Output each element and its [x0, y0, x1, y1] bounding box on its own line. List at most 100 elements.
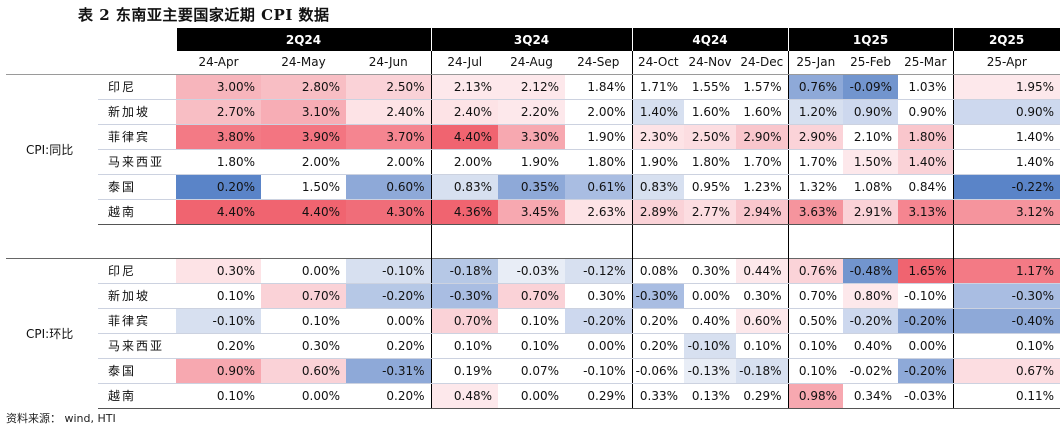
table-row: 马来西亚 0.20% 0.30% 0.20% 0.10% 0.10% 0.00% 0.20% -… [6, 333, 1061, 359]
value-cell: 0.10% [788, 358, 844, 384]
value-cell: 0.40% [684, 308, 737, 334]
value-cell: 3.90% [261, 124, 346, 150]
cpi-table: 2Q24 3Q24 4Q24 1Q25 2Q25 24-Apr 24-May 24-… [6, 28, 1061, 409]
value-cell: 2.13% [431, 73, 499, 100]
value-cell: 0.35% [498, 174, 566, 200]
value-cell: 0.60% [736, 308, 789, 334]
value-cell: 0.29% [736, 383, 789, 409]
blank-cell [565, 224, 633, 258]
month-header: 24-Dec [736, 51, 789, 75]
value-cell: 0.61% [565, 174, 633, 200]
blank-cell [898, 224, 954, 258]
blank-cell [98, 224, 176, 258]
value-cell: 1.32% [788, 174, 844, 200]
value-cell: -0.20% [898, 358, 954, 384]
value-cell: 2.80% [261, 73, 346, 100]
value-cell: 1.08% [843, 174, 899, 200]
blank-cell [788, 224, 843, 258]
value-cell: 0.10% [498, 308, 566, 334]
value-cell: 2.00% [565, 99, 633, 125]
table-row: 新加坡 0.10% 0.70% -0.20% -0.30% 0.70% 0.30% -0.30… [6, 283, 1061, 309]
value-cell: -0.18% [736, 358, 789, 384]
value-cell: 2.77% [684, 199, 737, 225]
value-cell: 0.30% [736, 283, 789, 309]
value-cell: 3.00% [176, 73, 261, 100]
value-cell: 2.40% [346, 99, 432, 125]
value-cell: 0.00% [498, 383, 566, 409]
value-cell: 1.70% [736, 149, 789, 175]
value-cell: 2.10% [843, 124, 899, 150]
value-cell: 0.98% [788, 383, 844, 409]
value-cell: 0.10% [261, 308, 346, 334]
value-cell: 1.23% [736, 174, 789, 200]
value-cell: 1.55% [684, 73, 737, 100]
country-name: 新加坡 [98, 283, 176, 309]
value-cell: 3.30% [498, 124, 566, 150]
value-cell: 0.10% [176, 283, 261, 309]
country-name: 泰国 [98, 174, 176, 200]
month-header: 24-Sep [565, 51, 633, 75]
value-cell: 0.60% [261, 358, 346, 384]
value-cell: 0.90% [953, 99, 1061, 125]
quarter-header-row: 2Q24 3Q24 4Q24 1Q25 2Q25 [6, 28, 1061, 51]
table-row: 菲律宾 3.80% 3.90% 3.70% 4.40% 3.30% 1.90% 2.30% 2.… [6, 124, 1061, 150]
month-header: 24-Jul [431, 51, 499, 75]
value-cell: -0.10% [346, 257, 432, 284]
value-cell: 1.90% [565, 124, 633, 150]
value-cell: 2.89% [632, 199, 685, 225]
value-cell: 2.90% [736, 124, 789, 150]
value-cell: 0.90% [176, 358, 261, 384]
blank-cell [843, 224, 898, 258]
value-cell: 1.80% [898, 124, 954, 150]
value-cell: 3.63% [788, 199, 844, 225]
value-cell: 0.83% [632, 174, 685, 200]
country-name: 菲律宾 [98, 124, 176, 150]
value-cell: 0.40% [843, 333, 899, 359]
value-cell: 0.00% [261, 383, 346, 409]
value-cell: 2.40% [431, 99, 499, 125]
value-cell: 0.90% [843, 99, 899, 125]
value-cell: 0.20% [346, 333, 432, 359]
country-name: 越南 [98, 383, 176, 409]
value-cell: -0.18% [431, 257, 499, 284]
table-row: CPI:同比 印尼 3.00% 2.80% 2.50% 2.13% 2.12% 1.84% 1.… [6, 73, 1061, 224]
value-cell: 2.90% [788, 124, 844, 150]
value-cell: 2.00% [431, 149, 499, 175]
value-cell: 1.70% [788, 149, 844, 175]
value-cell: 0.67% [953, 358, 1061, 384]
month-header: 24-Jun [346, 51, 432, 75]
value-cell: -0.10% [176, 308, 261, 334]
value-cell: 1.50% [261, 174, 346, 200]
value-cell: 1.80% [176, 149, 261, 175]
country-name: 越南 [98, 199, 176, 225]
quarter-header: 2Q25 [952, 28, 1061, 51]
value-cell: 1.20% [788, 99, 844, 125]
value-cell: 0.00% [684, 283, 737, 309]
month-header: 25-Apr [953, 51, 1061, 75]
value-cell: 3.80% [176, 124, 261, 150]
value-cell: 1.90% [498, 149, 566, 175]
value-cell: 0.70% [261, 283, 346, 309]
value-cell: -0.40% [953, 308, 1061, 334]
blank-cell [346, 224, 432, 258]
value-cell: 2.91% [843, 199, 899, 225]
value-cell: 0.60% [346, 174, 432, 200]
value-cell: 2.50% [346, 73, 432, 100]
value-cell: 2.70% [176, 99, 261, 125]
table-row: CPI:环比 印尼 0.30% 0.00% -0.10% -0.18% -0.03% -0.1… [6, 257, 1061, 408]
value-cell: -0.12% [565, 257, 633, 284]
blank-cell [6, 28, 98, 51]
value-cell: 0.10% [788, 333, 844, 359]
value-cell: 0.07% [498, 358, 566, 384]
table-row: 越南 0.10% 0.00% 0.20% 0.48% 0.00% 0.29% 0.33% 0.1… [6, 383, 1061, 409]
value-cell: 0.00% [565, 333, 633, 359]
value-cell: -0.31% [346, 358, 432, 384]
value-cell: 2.12% [498, 73, 566, 100]
value-cell: -0.02% [843, 358, 899, 384]
value-cell: 3.45% [498, 199, 566, 225]
blank-cell [498, 224, 565, 258]
value-cell: 0.44% [736, 257, 789, 284]
value-cell: 0.20% [176, 174, 261, 200]
value-cell: 0.80% [843, 283, 899, 309]
country-name: 印尼 [98, 257, 176, 284]
